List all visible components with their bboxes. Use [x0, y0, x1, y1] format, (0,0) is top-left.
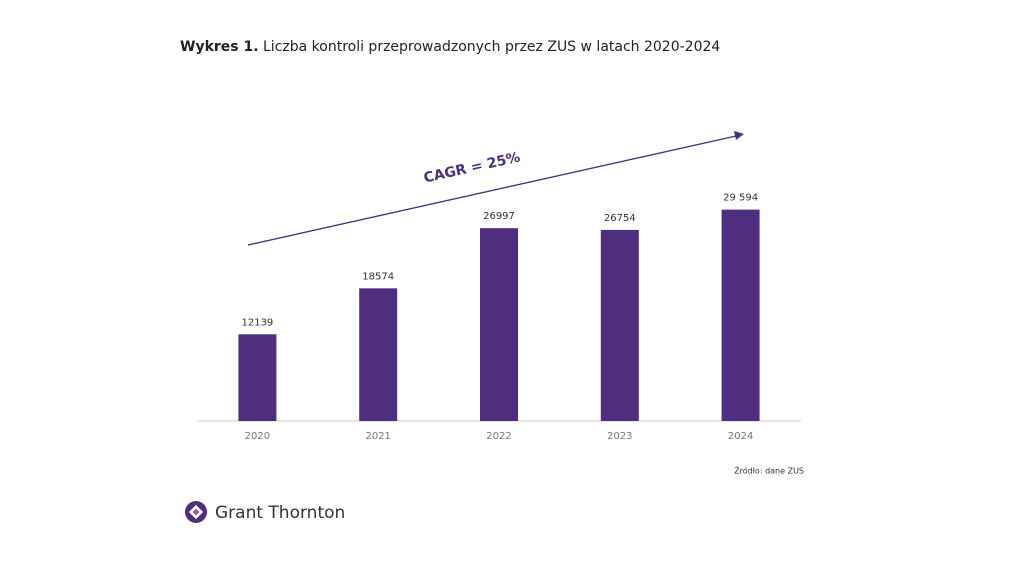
title-text: Liczba kontroli przeprowadzonych przez Z…	[263, 39, 720, 55]
x-tick-label: 2022	[486, 431, 511, 442]
bar	[238, 334, 277, 421]
x-tick-label: 2024	[728, 431, 753, 442]
value-label: 29 594	[723, 193, 758, 204]
source-note: Źródło: dane ZUS	[734, 465, 804, 476]
brand-name: Grant Thornton	[215, 503, 345, 523]
logo-icon-core	[192, 508, 200, 516]
value-label: 26754	[604, 213, 636, 224]
x-tick-label: 2023	[607, 431, 632, 442]
logo: Grant Thornton	[185, 501, 345, 523]
title-prefix: Wykres 1.	[180, 39, 259, 55]
arrow-head	[734, 131, 744, 140]
x-tick-label: 2021	[365, 431, 390, 442]
cagr-annotation: CAGR = 25%	[422, 149, 521, 186]
x-tick-label: 2020	[245, 431, 270, 442]
value-label: 12139	[241, 317, 273, 328]
value-label: 18574	[362, 271, 394, 282]
bar	[359, 288, 398, 421]
chart-title: Wykres 1. Liczba kontroli przeprowadzony…	[180, 39, 720, 55]
bar	[480, 228, 518, 421]
trend-arrow	[247, 135, 737, 246]
bar	[600, 229, 639, 421]
bar	[721, 209, 760, 421]
value-label: 26997	[483, 211, 515, 222]
